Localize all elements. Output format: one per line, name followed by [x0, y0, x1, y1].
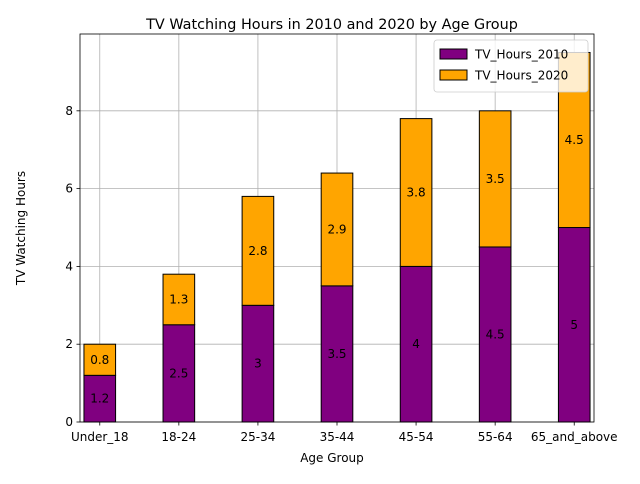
data-labels: 1.2 2.5 3 3.5 4 4.5 5 0.8 1.3 2.8 2.9 3.8 3.5 4.5 [90, 133, 584, 406]
bar-segment-TV_Hours_2020 [399, 118, 433, 267]
legend-swatch [439, 69, 468, 81]
data-label: 2.8 [248, 244, 267, 258]
bars [83, 51, 591, 423]
legend-label: TV_Hours_2010 [474, 48, 568, 62]
x-tick-label: Under_18 [71, 430, 129, 444]
data-label: 3.5 [486, 172, 505, 186]
data-label: 3 [254, 357, 262, 371]
data-label: 1.3 [169, 292, 188, 306]
x-axis-label: Age Group [300, 451, 364, 465]
bar-segment-TV_Hours_2020 [478, 110, 512, 248]
legend-box [433, 39, 589, 93]
bar-segment-TV_Hours_2010 [83, 374, 117, 423]
data-label: 2.9 [327, 222, 346, 236]
bar-segment-TV_Hours_2010 [557, 227, 591, 423]
y-tick-label: 0 [65, 415, 73, 429]
data-label: 2.5 [169, 366, 188, 380]
y-tick-label: 8 [65, 104, 73, 118]
x-tick-label: 55-64 [478, 430, 513, 444]
y-tick-label: 6 [65, 182, 73, 196]
data-label: 4.5 [565, 133, 584, 147]
bar-segment-TV_Hours_2020 [320, 172, 354, 287]
x-tick-label: 45-54 [399, 430, 434, 444]
data-label: 1.2 [90, 392, 109, 406]
chart-title: TV Watching Hours in 2010 and 2020 by Ag… [145, 17, 518, 33]
x-tick-label: 25-34 [240, 430, 275, 444]
data-label: 5 [570, 318, 578, 332]
data-label: 3.8 [407, 186, 426, 200]
y-axis: 0 2 4 6 8 [65, 104, 80, 429]
legend-label: TV_Hours_2020 [474, 69, 568, 83]
bar-segment-TV_Hours_2020 [83, 343, 117, 376]
y-tick-label: 2 [65, 337, 73, 351]
x-tick-label: 18-24 [161, 430, 196, 444]
data-label: 4 [412, 337, 420, 351]
data-label: 3.5 [327, 347, 346, 361]
x-tick-label: 35-44 [320, 430, 355, 444]
data-label: 4.5 [486, 327, 505, 341]
bar-segment-TV_Hours_2020 [162, 273, 196, 326]
x-tick-label: 65_and_above [531, 430, 618, 444]
data-label: 0.8 [90, 353, 109, 367]
x-axis: Under_18 18-24 25-34 35-44 45-54 55-64 65_and_… [71, 422, 618, 444]
y-axis-label: TV Watching Hours [14, 171, 28, 286]
legend: TV_Hours_2010 TV_Hours_2020 [433, 39, 589, 93]
legend-swatch [439, 48, 468, 60]
y-tick-label: 4 [65, 259, 73, 273]
bar-segment-TV_Hours_2020 [241, 195, 275, 306]
